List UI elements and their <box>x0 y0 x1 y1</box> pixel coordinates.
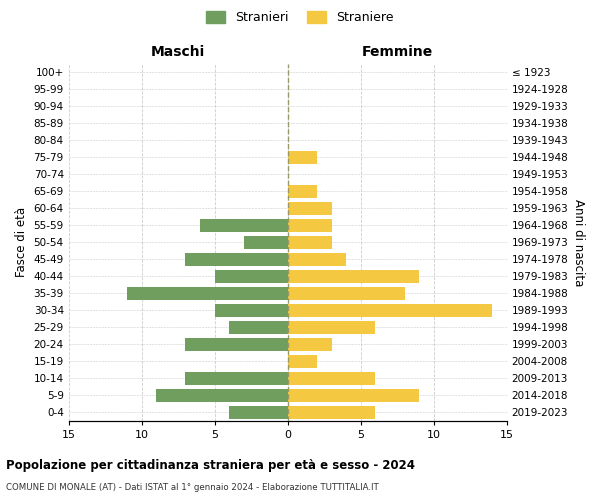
Bar <box>287 287 404 300</box>
Bar <box>287 372 376 385</box>
Bar <box>156 389 287 402</box>
Y-axis label: Anni di nascita: Anni di nascita <box>572 198 585 286</box>
Bar <box>287 270 419 283</box>
Bar <box>287 236 331 249</box>
Bar <box>287 355 317 368</box>
Legend: Stranieri, Straniere: Stranieri, Straniere <box>202 6 398 29</box>
Bar <box>185 253 287 266</box>
Bar <box>287 202 331 215</box>
Bar <box>200 219 287 232</box>
Bar <box>287 406 376 419</box>
Text: COMUNE DI MONALE (AT) - Dati ISTAT al 1° gennaio 2024 - Elaborazione TUTTITALIA.: COMUNE DI MONALE (AT) - Dati ISTAT al 1°… <box>6 484 379 492</box>
Bar <box>215 270 287 283</box>
Bar <box>287 185 317 198</box>
Bar <box>185 372 287 385</box>
Bar <box>287 304 492 317</box>
Bar <box>215 304 287 317</box>
Bar <box>287 338 331 351</box>
Bar <box>127 287 287 300</box>
Bar <box>287 321 376 334</box>
Bar <box>287 389 419 402</box>
Bar <box>244 236 287 249</box>
Bar <box>287 219 331 232</box>
Bar <box>287 151 317 164</box>
Y-axis label: Fasce di età: Fasce di età <box>15 208 28 278</box>
Bar <box>287 253 346 266</box>
Bar <box>229 406 287 419</box>
Text: Popolazione per cittadinanza straniera per età e sesso - 2024: Popolazione per cittadinanza straniera p… <box>6 460 415 472</box>
Bar <box>185 338 287 351</box>
Bar <box>229 321 287 334</box>
